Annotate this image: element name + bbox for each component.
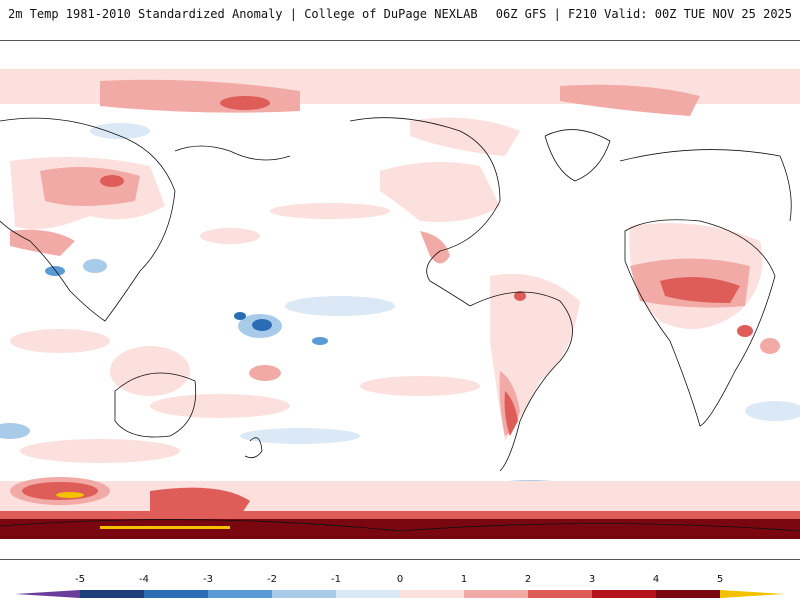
legend-bin-p5 — [656, 590, 720, 598]
legend-tick-label: 3 — [589, 574, 595, 585]
legend-tick-label: -3 — [203, 574, 213, 585]
legend-tick-label: 5 — [717, 574, 723, 585]
africa-anomaly — [629, 223, 780, 354]
legend-tick-label: -5 — [75, 574, 85, 585]
pacific-warm-patches — [10, 203, 480, 463]
antarctic-anomaly — [0, 477, 800, 559]
legend-bin-p1 — [400, 590, 464, 598]
legend-bin-m1 — [336, 590, 400, 598]
legend-tick-label: -2 — [267, 574, 277, 585]
legend-bin-m2 — [272, 590, 336, 598]
arctic-anomaly — [0, 69, 800, 156]
legend-tick-label: 0 — [397, 574, 403, 585]
legend-bin-p4 — [592, 590, 656, 598]
legend-bin-p2 — [464, 590, 528, 598]
product-title: 2m Temp 1981-2010 Standardized Anomaly |… — [8, 7, 478, 21]
map-header: 2m Temp 1981-2010 Standardized Anomaly |… — [0, 0, 800, 40]
legend-bin-above-max — [720, 590, 785, 598]
color-scale-legend: -5 -4 -3 -2 -1 0 1 2 3 4 5 — [0, 560, 800, 600]
north-america-anomaly — [380, 162, 500, 264]
legend-bin-m4 — [144, 590, 208, 598]
legend-tick-label: 4 — [653, 574, 659, 585]
legend-bin-p3 — [528, 590, 592, 598]
anomaly-map — [0, 40, 800, 560]
legend-bin-m5 — [80, 590, 144, 598]
asia-warm-anomaly — [10, 157, 165, 256]
coastlines — [0, 117, 800, 532]
south-america-anomaly — [490, 273, 580, 441]
run-valid-time: 06Z GFS | F210 Valid: 00Z TUE NOV 25 202… — [495, 7, 792, 21]
legend-tick-label: 1 — [461, 574, 467, 585]
legend-bin-m3 — [208, 590, 272, 598]
legend-tick-label: -4 — [139, 574, 149, 585]
legend-tick-label: -1 — [331, 574, 341, 585]
legend-bin-below-min — [15, 590, 80, 598]
legend-tick-label: 2 — [525, 574, 531, 585]
legend-tick-labels: -5 -4 -3 -2 -1 0 1 2 3 4 5 — [75, 574, 723, 585]
